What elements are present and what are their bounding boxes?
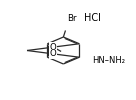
Text: Br: Br — [67, 14, 77, 23]
Text: HCl: HCl — [84, 13, 101, 23]
Text: HN–NH₂: HN–NH₂ — [92, 56, 125, 65]
Text: O: O — [50, 49, 57, 58]
Text: O: O — [50, 43, 57, 52]
